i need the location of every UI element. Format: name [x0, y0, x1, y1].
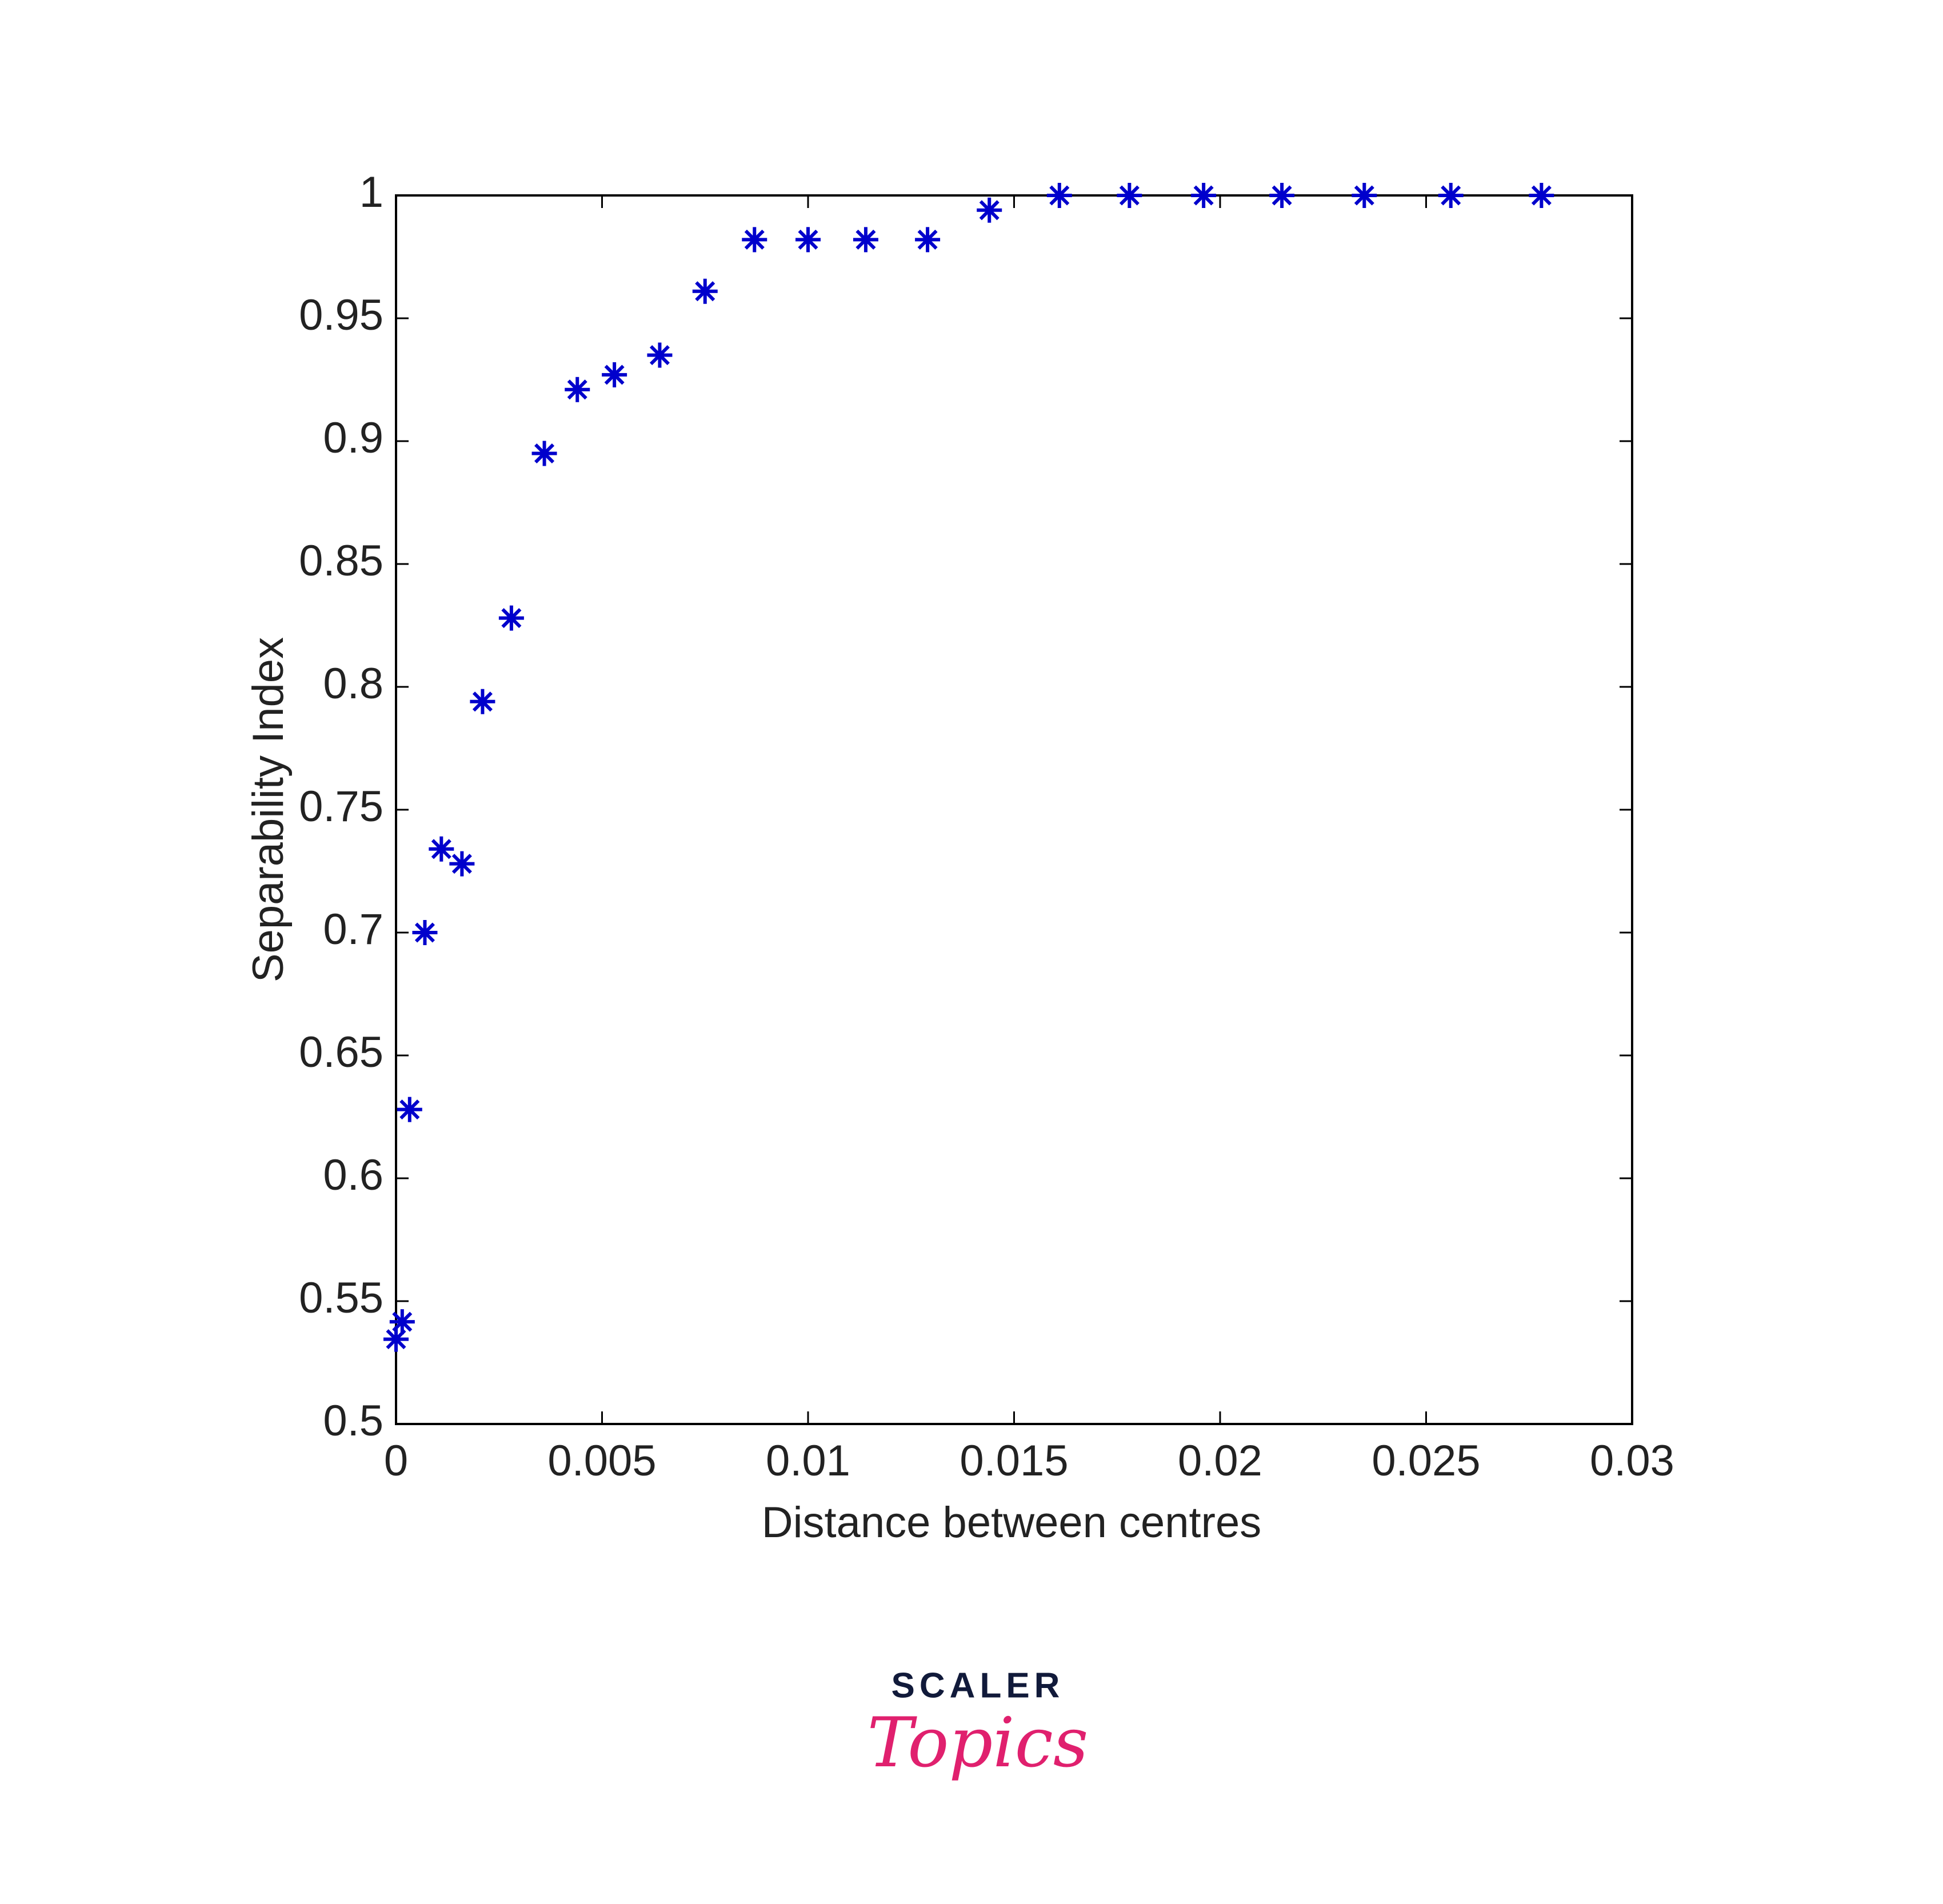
y-axis-label: Separability Index	[244, 637, 293, 982]
y-tick-label: 0.75	[299, 782, 383, 831]
point	[602, 362, 627, 387]
y-tick-label: 0.8	[323, 659, 383, 708]
point	[397, 1097, 422, 1122]
brand-name: SCALER	[891, 1666, 1065, 1705]
point	[1269, 183, 1295, 208]
point	[383, 1326, 409, 1352]
point	[470, 689, 495, 714]
point	[1438, 183, 1464, 208]
y-tick-label: 0.95	[299, 291, 383, 339]
point	[742, 227, 767, 253]
point	[429, 836, 454, 862]
y-tick-label: 0.9	[323, 414, 383, 462]
point	[795, 227, 821, 253]
y-tick-label: 0.5	[323, 1397, 383, 1445]
point	[412, 920, 438, 945]
x-tick-label: 0.015	[959, 1437, 1068, 1485]
x-tick-label: 0.025	[1372, 1437, 1480, 1485]
point	[853, 227, 878, 253]
y-tick-label: 0.65	[299, 1028, 383, 1077]
y-tick-label: 0.55	[299, 1274, 383, 1322]
x-tick-label: 0.005	[547, 1437, 656, 1485]
x-tick-label: 0.03	[1590, 1437, 1674, 1485]
x-tick-label: 0.02	[1178, 1437, 1262, 1485]
point	[1117, 183, 1142, 208]
point	[1352, 183, 1377, 208]
y-tick-label: 0.7	[323, 905, 383, 954]
point	[1191, 183, 1217, 208]
point	[531, 441, 557, 466]
y-tick-label: 1	[359, 168, 383, 217]
point	[647, 342, 673, 368]
point	[498, 605, 524, 631]
x-tick-label: 0	[384, 1437, 408, 1485]
point	[449, 851, 475, 877]
x-tick-label: 0.01	[766, 1437, 850, 1485]
point	[1046, 183, 1072, 208]
point	[915, 227, 941, 253]
point	[977, 197, 1002, 223]
point	[1529, 183, 1554, 208]
point	[565, 377, 590, 402]
plot-frame	[395, 194, 1633, 1425]
y-tick-label: 0.85	[299, 537, 383, 585]
point	[389, 1309, 415, 1335]
brand-product: Topics	[867, 1703, 1089, 1783]
point	[692, 278, 718, 304]
x-axis-label: Distance between centres	[762, 1498, 1261, 1547]
y-tick-label: 0.6	[323, 1151, 383, 1199]
